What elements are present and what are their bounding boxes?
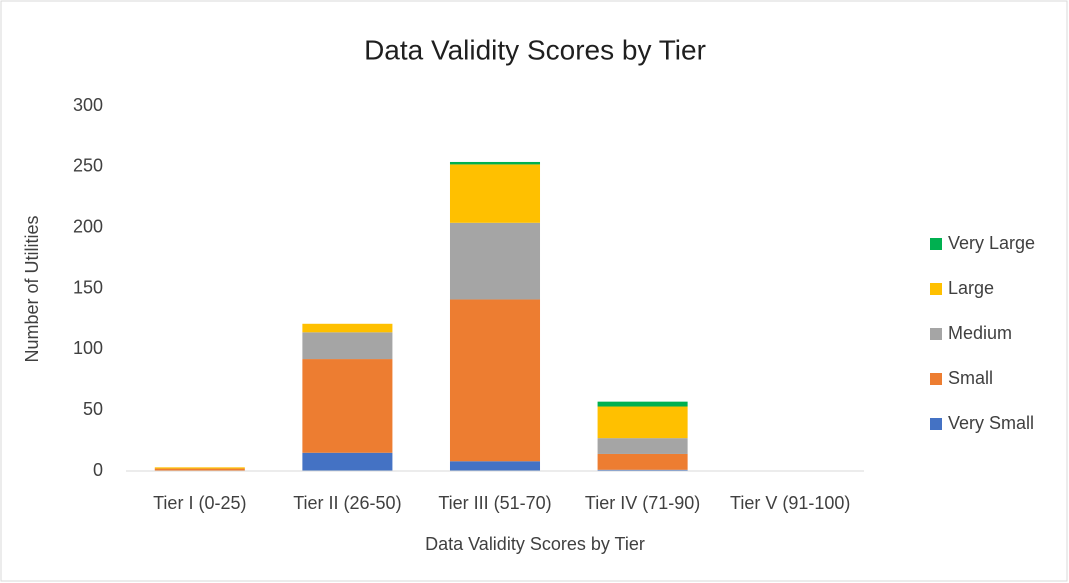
legend-swatch (930, 328, 942, 340)
x-tick-label: Tier I (0-25) (153, 493, 246, 513)
bar-segment (449, 164, 541, 223)
y-tick-label: 100 (73, 338, 103, 358)
x-tick-label: Tier III (51-70) (438, 493, 551, 513)
x-tick-label: Tier II (26-50) (293, 493, 401, 513)
bar-segment (302, 323, 393, 333)
legend-label: Large (948, 278, 994, 298)
bar-segment (449, 222, 541, 300)
legend-swatch (930, 373, 942, 385)
bar-segment (597, 469, 688, 471)
y-tick-label: 0 (93, 460, 103, 480)
bar-segment (449, 461, 541, 471)
y-tick-label: 150 (73, 277, 103, 297)
y-tick-label: 200 (73, 216, 103, 236)
legend-swatch (930, 283, 942, 295)
bar-segment (597, 406, 688, 439)
bar-segment (597, 438, 688, 454)
legend-label: Very Large (948, 233, 1035, 253)
bar-segment (597, 453, 688, 470)
legend-swatch (930, 418, 942, 430)
legend-swatch (930, 238, 942, 250)
bar-segment (449, 299, 541, 462)
bar-segment (154, 467, 245, 469)
y-tick-label: 300 (73, 95, 103, 115)
y-tick-label: 50 (83, 399, 103, 419)
x-tick-label: Tier V (91-100) (730, 493, 850, 513)
bar-segment (302, 332, 393, 360)
legend-label: Small (948, 368, 993, 388)
bar-segment (302, 359, 393, 453)
legend-label: Medium (948, 323, 1012, 343)
bar-segment (154, 468, 245, 471)
bar-segment (597, 401, 688, 407)
bar-segment (449, 161, 541, 165)
y-tick-label: 250 (73, 156, 103, 176)
x-axis-label: Data Validity Scores by Tier (425, 534, 645, 554)
legend-label: Very Small (948, 413, 1034, 433)
x-tick-label: Tier IV (71-90) (585, 493, 700, 513)
y-axis-label: Number of Utilities (22, 215, 42, 362)
bar-segment (302, 452, 393, 471)
chart-title: Data Validity Scores by Tier (364, 34, 706, 65)
